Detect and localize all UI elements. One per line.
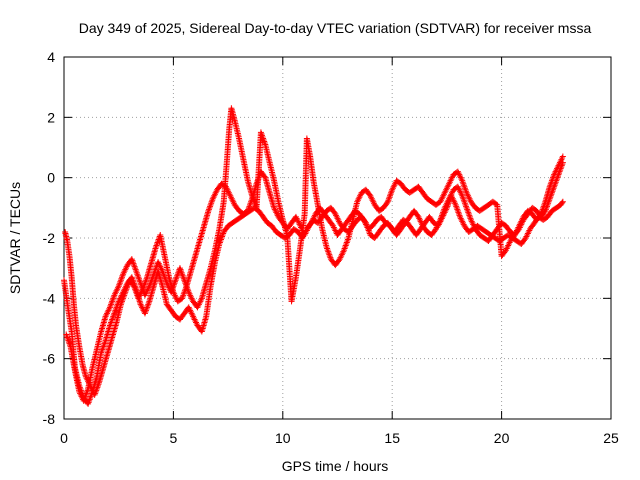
x-tick-labels: 0 5 10 15 20 25	[60, 430, 619, 446]
series-track-b	[62, 159, 566, 398]
y-tick-label: -4	[43, 290, 56, 306]
data-point	[261, 173, 268, 180]
y-tick-label: 4	[47, 49, 55, 65]
y-tick-label: 0	[47, 170, 55, 186]
y-tick-label: -6	[43, 351, 56, 367]
data-point	[130, 282, 137, 289]
series-track-a	[61, 192, 566, 407]
data-point	[383, 200, 390, 207]
y-tick-label: 2	[47, 109, 55, 125]
data-points	[61, 105, 566, 407]
y-tick-label: -8	[43, 411, 56, 427]
data-point	[559, 198, 566, 205]
x-tick-label: 20	[494, 430, 510, 446]
x-tick-label: 0	[60, 430, 68, 446]
y-axis-label: SDTVAR / TECUs	[7, 182, 23, 294]
data-point	[537, 212, 544, 219]
series-track-c	[63, 105, 566, 404]
x-tick-label: 15	[384, 430, 400, 446]
grid-lines	[64, 57, 611, 419]
x-tick-label: 25	[603, 430, 619, 446]
data-point	[559, 153, 566, 160]
x-tick-label: 10	[275, 430, 291, 446]
data-point	[559, 199, 566, 206]
chart-title: Day 349 of 2025, Sidereal Day-to-day VTE…	[79, 20, 592, 36]
x-axis-label: GPS time / hours	[282, 458, 389, 474]
y-tick-labels: -8 -6 -4 -2 0 2 4	[43, 49, 56, 427]
y-tick-label: -2	[43, 230, 56, 246]
axis-ticks	[63, 56, 612, 420]
data-point	[362, 218, 369, 225]
x-tick-label: 5	[170, 430, 178, 446]
